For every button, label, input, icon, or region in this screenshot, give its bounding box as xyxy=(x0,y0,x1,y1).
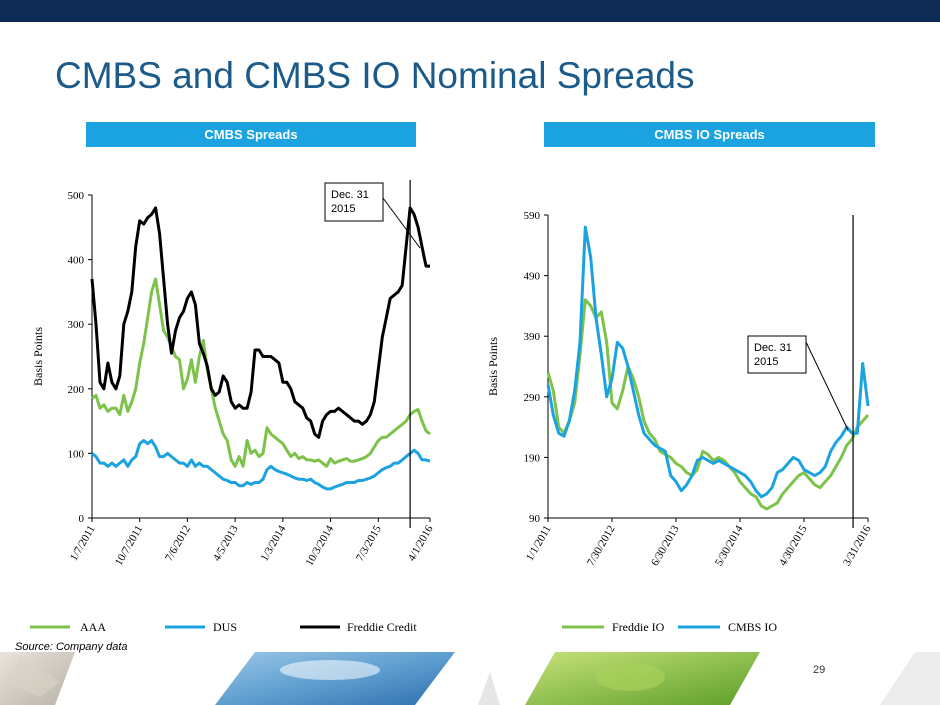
y-tick-label: 190 xyxy=(524,452,541,464)
x-tick-label: 10/3/2014 xyxy=(303,523,336,568)
y-tick-label: 400 xyxy=(68,255,85,267)
series-line-dus xyxy=(91,439,431,491)
annotation-box xyxy=(324,182,384,222)
y-tick-label: 300 xyxy=(68,319,85,331)
x-tick-label: 1/7/2011 xyxy=(68,524,98,564)
x-tick-label: 7/6/2012 xyxy=(163,524,193,564)
series-line-aaa xyxy=(91,277,431,468)
source-note: Source: Company data xyxy=(15,641,128,653)
x-tick-label: 7/30/2012 xyxy=(585,524,618,569)
series-line-freddie-credit xyxy=(90,206,430,439)
annotation-leader xyxy=(805,341,849,431)
x-tick-label: 3/31/2016 xyxy=(841,523,874,568)
chart-cmbs-spreads: 0 100 200 300 400 500 Basis Points 1/7/2011 10/7… xyxy=(30,180,436,634)
legend-label: DUS xyxy=(213,620,237,634)
legend-label: Freddie IO xyxy=(612,620,665,634)
chart-header-cmbs-spreads: CMBS Spreads xyxy=(86,122,416,147)
series-line-freddie-io xyxy=(546,298,870,511)
annotation-text: Dec. 31 xyxy=(754,342,792,354)
annotation-text: 2015 xyxy=(331,203,355,215)
page-number: 29 xyxy=(813,664,826,676)
y-tick-label: 390 xyxy=(524,331,541,343)
legend-label: CMBS IO xyxy=(728,620,777,634)
page-title: CMBS and CMBS IO Nominal Spreads xyxy=(55,55,695,96)
y-axis-label: Basis Points xyxy=(31,327,45,386)
series-line-cmbs-io xyxy=(546,225,870,499)
annotation-text: Dec. 31 xyxy=(331,189,369,201)
annotation-text: 2015 xyxy=(754,356,778,368)
y-tick-label: 90 xyxy=(529,513,541,525)
x-tick-label: 4/5/2013 xyxy=(211,523,241,563)
x-tick-label: 5/30/2014 xyxy=(713,523,746,568)
chart-header-cmbs-io-spreads: CMBS IO Spreads xyxy=(544,122,875,147)
chart-cmbs-io-spreads: 90 190 290 390 490 590 Basis Points 1/1/2011 7/3… xyxy=(486,210,874,634)
top-banner xyxy=(0,0,940,22)
annotation-leader xyxy=(382,197,421,249)
footer-imagery xyxy=(0,652,940,705)
x-tick-label: 7/3/2015 xyxy=(354,523,384,563)
y-axis-label: Basis Points xyxy=(486,337,500,396)
y-tick-label: 100 xyxy=(68,448,85,460)
x-tick-label: 10/7/2011 xyxy=(113,524,146,568)
y-tick-label: 0 xyxy=(79,513,85,525)
y-tick-label: 290 xyxy=(524,392,541,404)
y-tick-label: 590 xyxy=(524,210,541,222)
x-tick-label: 4/30/2015 xyxy=(777,523,810,568)
x-tick-label: 6/30/2013 xyxy=(649,523,682,568)
y-tick-label: 200 xyxy=(68,384,85,396)
annotation-box xyxy=(747,335,807,374)
x-tick-label: 1/1/2011 xyxy=(524,524,554,564)
legend-label: AAA xyxy=(80,620,106,634)
y-tick-label: 500 xyxy=(68,190,85,202)
y-tick-label: 490 xyxy=(524,271,541,283)
legend-label: Freddie Credit xyxy=(347,620,417,634)
x-tick-label: 1/3/2014 xyxy=(259,523,289,563)
x-tick-label: 4/1/2016 xyxy=(406,523,436,563)
